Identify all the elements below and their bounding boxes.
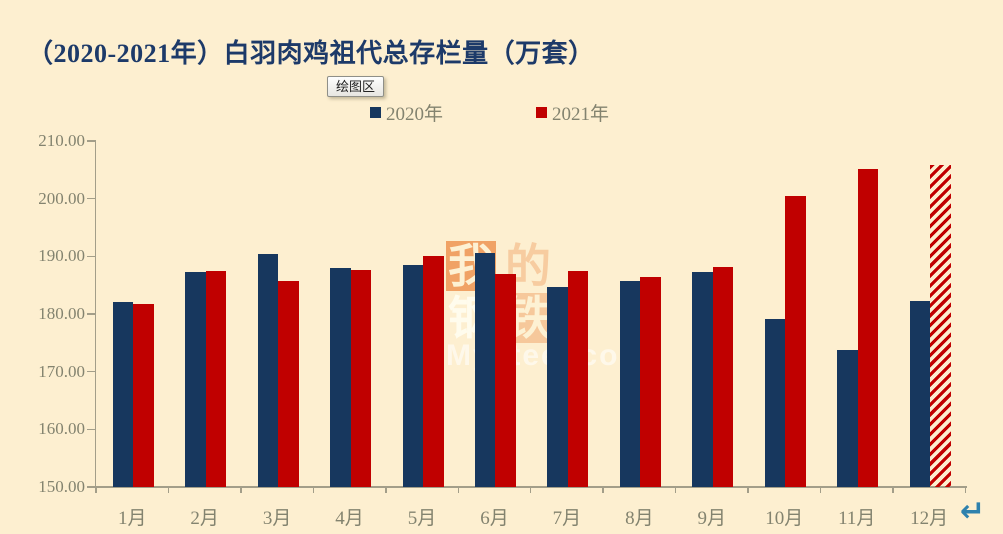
legend-swatch-icon [536,107,548,118]
bar-2021年-11月[interactable] [857,168,879,487]
y-axis-tick-label: 150.00 [38,477,85,496]
x-axis-tick [457,487,459,493]
x-axis-tick [747,487,749,493]
bar-2020年-5月[interactable] [402,264,424,487]
y-axis-tick [87,486,96,488]
x-axis-tick [312,487,315,493]
bar-2021年-4月[interactable] [350,270,372,487]
x-axis-category-label: 11月 [838,508,876,529]
bar-2021年-3月[interactable] [278,280,299,487]
y-axis-tick [87,140,96,142]
plot-area-tooltip: 绘图区 [327,76,385,97]
x-axis-line [94,486,967,488]
x-axis-tick [819,487,822,493]
bar-2021年-8月[interactable] [640,277,661,487]
y-axis-tick-label: 200.00 [38,188,85,208]
y-axis-tick [87,197,96,200]
bar-2020年-1月[interactable] [112,301,134,487]
legend-label: 2021年 [552,104,610,125]
bar-2021年-7月[interactable] [567,270,589,487]
y-axis-tick-label: 210.00 [38,131,85,150]
x-axis-category-label: 9月 [697,508,727,529]
x-axis-category-label: 4月 [335,508,364,529]
x-axis-category-label: 12月 [910,508,949,529]
bar-2020年-8月[interactable] [619,280,641,487]
x-axis-category-label: 5月 [407,508,437,529]
x-axis-category-label: 8月 [625,508,654,529]
y-axis-tick-label: 160.00 [38,419,85,439]
x-axis-tick [892,487,894,493]
y-axis-tick [87,370,96,373]
legend-label: 2020年 [386,104,444,125]
x-axis-tick [385,487,387,493]
bar-2021年-1月[interactable] [133,303,154,487]
x-axis-category-label: 1月 [117,508,147,529]
x-axis-tick [964,487,967,493]
bar-2021年-2月[interactable] [205,270,227,487]
x-axis-category-label: 7月 [552,508,582,529]
bar-2020年-7月[interactable] [547,287,568,487]
x-axis-category-label: 3月 [262,508,292,529]
y-axis-tick [87,313,96,315]
y-axis-tick-label: 170.00 [38,361,85,381]
x-axis-tick [95,487,97,493]
x-axis-tick [167,487,170,493]
chart-title: （2020-2021年）白羽肉鸡祖代总存栏量（万套） [27,39,595,68]
bar-2021年-9月[interactable] [712,266,734,487]
bar-2020年-4月[interactable] [330,267,351,487]
x-axis-tick [602,487,604,493]
legend-item-2021年[interactable]: 2021年 [536,99,609,126]
bar-2020年-11月[interactable] [837,349,858,487]
x-axis-category-label: 2月 [190,508,219,529]
legend-item-2020年[interactable]: 2020年 [370,99,443,126]
bar-2020年-12月[interactable] [909,301,931,487]
bar-2021年-12月[interactable] [930,164,951,487]
return-arrow-icon[interactable]: ↵ [960,494,986,529]
bar-2020年-6月[interactable] [474,252,496,487]
bar-2020年-3月[interactable] [257,254,279,487]
bar-2021年-10月[interactable] [785,195,806,487]
legend-swatch-icon [370,107,381,118]
x-axis-tick [240,487,242,493]
x-axis-tick [674,487,677,493]
bar-2020年-10月[interactable] [764,319,786,487]
chart-legend: 2020年 2021年 [370,99,609,126]
bar-2021年-6月[interactable] [495,273,516,487]
x-axis-category-label: 10月 [765,508,804,529]
bar-2020年-2月[interactable] [185,272,206,487]
x-axis-category-label: 6月 [480,508,509,529]
y-axis-tick-label: 190.00 [38,246,85,266]
y-axis-tick [87,428,96,431]
bar-2020年-9月[interactable] [692,272,713,487]
y-axis-tick-label: 180.00 [38,304,85,323]
bar-2021年-5月[interactable] [423,255,444,487]
x-axis-tick [529,487,532,493]
y-axis-tick [87,255,96,258]
